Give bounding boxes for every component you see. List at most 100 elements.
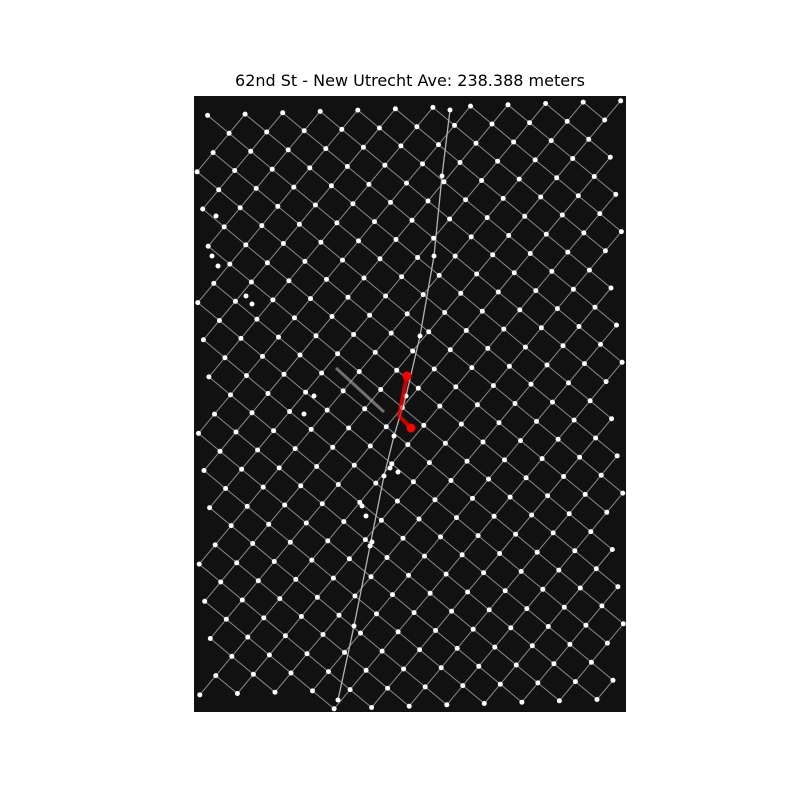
street-node: [392, 106, 398, 112]
street-segment: [557, 308, 580, 327]
map-canvas[interactable]: [194, 96, 626, 712]
street-segment: [471, 348, 489, 368]
street-node: [212, 411, 217, 417]
street-segment: [336, 222, 359, 242]
street-segment: [566, 101, 584, 122]
street-segment: [558, 550, 576, 571]
street-segment: [521, 682, 539, 703]
street-segment: [370, 557, 388, 578]
street-node: [426, 329, 432, 335]
street-segment: [386, 557, 409, 576]
street-node: [211, 280, 217, 286]
street-node: [217, 448, 223, 454]
street-segment: [358, 352, 376, 372]
street-segment: [337, 334, 354, 355]
street-node: [250, 541, 256, 546]
street-node: [420, 292, 426, 298]
street-segment: [348, 427, 371, 447]
street-segment: [561, 195, 579, 216]
street-node: [373, 480, 379, 486]
route-origin-marker: [402, 371, 412, 381]
street-segment: [515, 645, 533, 666]
street-node: [490, 252, 496, 258]
street-segment: [331, 166, 348, 187]
street-node: [308, 426, 314, 432]
street-node: [355, 107, 361, 113]
street-node: [304, 651, 310, 657]
street-segment: [274, 672, 292, 693]
street-segment: [604, 100, 622, 121]
street-node: [533, 288, 539, 294]
street-segment: [551, 251, 569, 272]
street-segment: [333, 577, 356, 597]
street-segment: [552, 382, 569, 403]
street-segment: [413, 592, 431, 613]
street-segment: [451, 610, 474, 630]
street-node: [228, 523, 234, 529]
street-segment: [381, 650, 404, 670]
street-segment: [547, 495, 570, 515]
street-segment: [412, 331, 430, 352]
street-node: [221, 224, 227, 230]
street-node: [374, 611, 379, 617]
street-node: [202, 598, 208, 604]
street-segment: [246, 375, 269, 394]
street-segment: [305, 503, 323, 524]
street-segment: [542, 569, 560, 590]
street-node: [603, 379, 609, 385]
street-node: [381, 473, 387, 479]
street-node: [437, 403, 443, 409]
street-segment: [552, 532, 576, 552]
street-segment: [402, 518, 420, 539]
street-segment: [476, 273, 499, 293]
street-segment: [461, 554, 484, 574]
street-node: [334, 220, 340, 226]
street-node: [362, 406, 368, 412]
street-segment: [235, 281, 252, 302]
street-segment: [454, 236, 472, 257]
street-segment: [459, 142, 477, 163]
street-segment: [374, 221, 397, 240]
street-node: [212, 542, 218, 548]
street-segment: [515, 514, 532, 535]
street-segment: [563, 476, 586, 495]
street-segment: [239, 207, 263, 226]
street-segment: [360, 632, 383, 652]
street-segment: [600, 324, 617, 345]
street-node: [340, 257, 345, 263]
street-segment: [520, 571, 544, 590]
street-node: [369, 705, 375, 710]
street-node: [484, 215, 490, 221]
street-segment: [306, 634, 324, 655]
street-segment: [504, 571, 522, 592]
street-node: [406, 572, 411, 578]
street-segment: [374, 332, 392, 353]
street-node: [447, 107, 453, 113]
street-node: [602, 117, 608, 123]
street-segment: [590, 511, 608, 532]
street-segment: [376, 594, 393, 615]
street-segment: [214, 413, 237, 433]
street-segment: [509, 477, 527, 498]
street-segment: [321, 484, 339, 505]
street-node: [513, 531, 519, 537]
street-segment: [251, 393, 269, 414]
street-segment: [241, 580, 259, 601]
street-segment: [601, 605, 624, 625]
street-node: [282, 502, 288, 508]
street-segment: [203, 320, 220, 341]
street-segment: [465, 330, 489, 349]
street-segment: [369, 295, 386, 316]
street-segment: [348, 408, 366, 429]
street-segment: [229, 263, 252, 283]
street-segment: [488, 478, 511, 498]
street-segment: [235, 431, 258, 451]
street-segment: [381, 500, 398, 521]
street-segment: [341, 109, 359, 130]
street-node: [570, 286, 576, 292]
street-segment: [288, 261, 306, 282]
street-segment: [225, 599, 243, 620]
street-segment: [445, 573, 468, 593]
street-segment: [444, 312, 467, 331]
street-node: [223, 486, 229, 491]
